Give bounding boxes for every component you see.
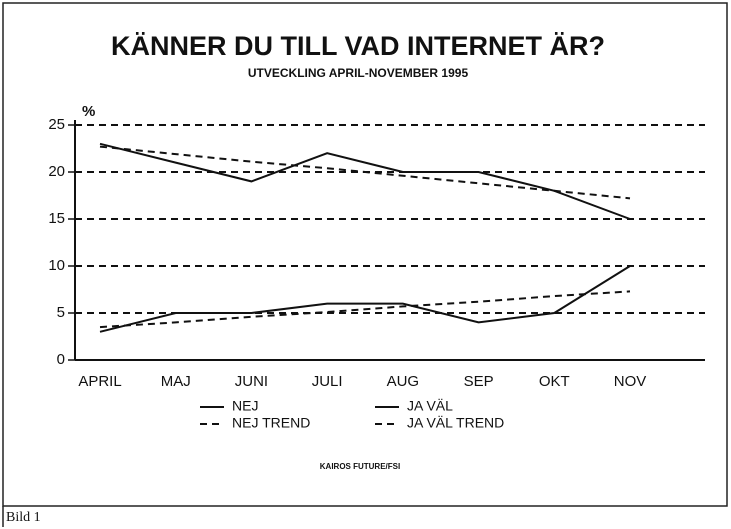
legend-label: NEJ TREND: [232, 415, 310, 431]
x-tick-label: OKT: [539, 373, 570, 390]
legend-label: JA VÄL TREND: [407, 415, 504, 431]
y-tick-label: 25: [48, 116, 65, 133]
y-tick-label: 20: [48, 163, 65, 180]
legend-label: JA VÄL: [407, 398, 453, 414]
x-tick-label: JUNI: [235, 373, 268, 390]
chart-subtitle: UTVECKLING APRIL-NOVEMBER 1995: [248, 66, 469, 80]
frame: [2, 2, 728, 507]
series-line: [99, 290, 631, 329]
series-line: [99, 145, 631, 200]
source: KAIROS FUTURE/FSI: [320, 462, 400, 471]
x-tick-label: AUG: [387, 373, 420, 390]
series-line: [99, 265, 631, 333]
x-tick-label: SEP: [464, 373, 494, 390]
x-tick-label: APRIL: [78, 373, 121, 390]
x-tick-label: JULI: [312, 373, 343, 390]
x-tick-label: NOV: [614, 373, 647, 390]
y-axis-label: %: [82, 103, 95, 120]
chart-title: KÄNNER DU TILL VAD INTERNET ÄR?: [111, 31, 605, 61]
caption: Bild 1: [6, 510, 41, 525]
y-tick-label: 10: [48, 257, 65, 274]
y-tick-label: 0: [57, 351, 65, 368]
x-tick-label: MAJ: [161, 373, 191, 390]
series-line: [99, 142, 631, 220]
legend-label: NEJ: [232, 398, 258, 414]
y-tick-label: 5: [57, 304, 65, 321]
y-tick-label: 15: [48, 210, 65, 227]
